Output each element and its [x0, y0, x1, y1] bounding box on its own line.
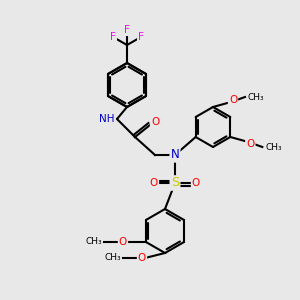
- Text: F: F: [124, 25, 130, 35]
- Text: CH₃: CH₃: [248, 92, 265, 101]
- Text: S: S: [171, 176, 179, 190]
- Text: CH₃: CH₃: [85, 238, 102, 247]
- Text: F: F: [138, 32, 144, 42]
- Text: O: O: [246, 139, 254, 149]
- Text: O: O: [138, 253, 146, 263]
- Text: F: F: [110, 32, 116, 42]
- Text: N: N: [171, 148, 179, 161]
- Text: CH₃: CH₃: [265, 142, 282, 152]
- Text: O: O: [229, 95, 237, 105]
- Text: O: O: [192, 178, 200, 188]
- Text: CH₃: CH₃: [104, 254, 121, 262]
- Text: O: O: [119, 237, 127, 247]
- Text: NH: NH: [100, 114, 115, 124]
- Text: O: O: [151, 117, 159, 127]
- Text: O: O: [150, 178, 158, 188]
